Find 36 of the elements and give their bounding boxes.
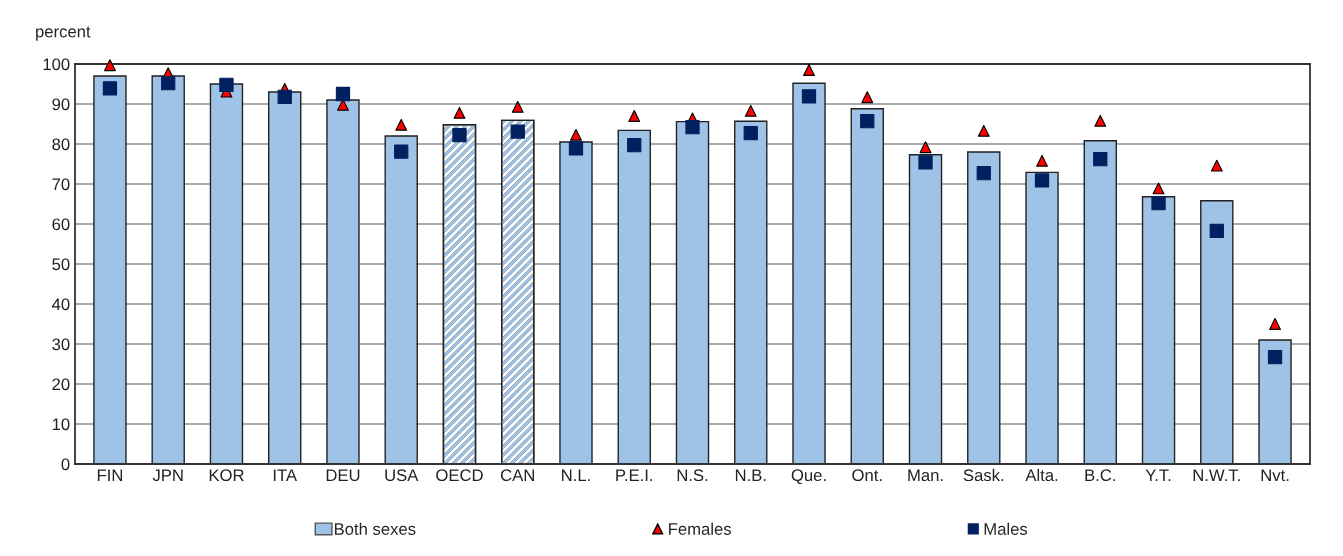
x-tick-label: DEU: [326, 469, 360, 482]
x-tick-label: OECD: [436, 469, 483, 482]
y-tick-label: 50: [52, 258, 70, 271]
x-tick-label: P.E.I.: [616, 469, 653, 481]
x-tick-label: Nvt.: [1261, 469, 1289, 482]
x-tick-label: B.C.: [1085, 469, 1115, 482]
x-tick-label: Y.T.: [1145, 469, 1171, 481]
y-axis-title: percent: [36, 26, 91, 41]
x-tick-label: FIN: [97, 469, 123, 481]
x-tick-label: Man.: [908, 469, 943, 482]
y-tick-label: 30: [52, 338, 70, 351]
y-tick-label: 0: [61, 458, 70, 471]
x-tick-label: Alta.: [1025, 468, 1058, 482]
x-tick-label: N.S.: [677, 469, 708, 482]
x-tick-label: Que.: [791, 469, 826, 485]
x-tick-label: ITA: [273, 469, 298, 481]
x-tick-label: Sask.: [963, 468, 1004, 482]
y-tick-label: 40: [51, 298, 70, 311]
x-tick-label: N.B.: [735, 469, 766, 481]
y-tick-label: 100: [43, 58, 70, 71]
y-tick-label: 10: [52, 418, 70, 431]
x-tick-label: CAN: [500, 469, 534, 482]
x-tick-label: KOR: [209, 469, 244, 482]
x-tick-label: N.L.: [562, 469, 590, 481]
x-tick-label: JPN: [152, 469, 183, 482]
y-tick-label: 60: [52, 218, 70, 231]
y-tick-label: 70: [52, 178, 70, 191]
y-tick-label: 80: [52, 138, 70, 151]
x-tick-label: N.W.T.: [1193, 469, 1240, 481]
x-tick-label: USA: [385, 469, 419, 482]
legend-label: Both sexes: [334, 522, 416, 535]
legend-label: Females: [669, 522, 732, 535]
y-tick-label: 90: [52, 98, 70, 111]
x-tick-label: Ont.: [852, 469, 882, 482]
y-tick-label: 20: [52, 378, 70, 391]
legend-label: Males: [984, 522, 1028, 535]
